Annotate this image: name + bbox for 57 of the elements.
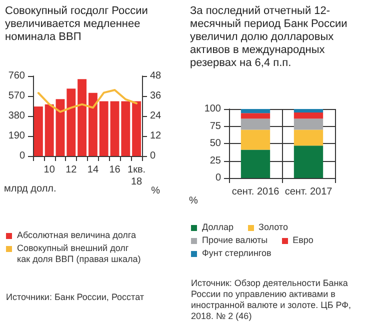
y-tick-label: 100 — [204, 104, 222, 114]
y-tick-label: 0 — [19, 150, 26, 162]
chart-title: За последний отчетный 12-месячный период Банк России увеличил долю долларовых активов в международных резервах на 6,4 п.п. — [190, 5, 348, 70]
legend-label: Золото — [258, 222, 288, 233]
bar — [88, 92, 98, 156]
chart-title: Совокупный госдолг России увеличивается медленнее номинала ВВП — [5, 5, 149, 44]
x-tick-label: 14 — [87, 164, 99, 176]
bar — [240, 113, 270, 119]
legend-label: Доллар — [202, 222, 234, 233]
legend-label: Прочие валюты — [202, 235, 268, 246]
bar — [121, 101, 130, 156]
y-tick-label: 50 — [210, 138, 222, 149]
text: Источники: Банк России, Росстат — [6, 292, 146, 303]
bar — [110, 101, 120, 156]
legend-label: Совокупный внешний долг как доля ВВП (правая шкала) — [17, 243, 142, 265]
x-tick-label: сент. 2017 — [284, 186, 333, 198]
bar — [44, 104, 54, 156]
bar — [56, 99, 65, 156]
bar — [240, 109, 270, 114]
y2-tick-label: 36 — [150, 90, 162, 102]
bar — [294, 109, 324, 112]
y-tick-label: 190 — [8, 130, 26, 142]
y2-tick-label: 12 — [150, 130, 162, 142]
y2-tick-label: 48 — [150, 70, 162, 82]
y-tick-label: 380 — [8, 110, 26, 122]
y-axis-title: млрд долл. — [4, 184, 56, 194]
bar — [34, 106, 43, 156]
text: Источник: Обзор деятельности Банка России по управлению активами в иностранной валюте и золоте. ЦБ РФ, 2018. № 2 (46) — [191, 278, 352, 322]
bar — [66, 88, 76, 156]
x-tick-label: 12 — [66, 164, 78, 176]
y2-axis-title: % — [151, 186, 160, 196]
bar — [240, 118, 270, 130]
bar — [99, 101, 108, 156]
x-tick-label: 1кв. 18 — [128, 164, 146, 188]
bar — [240, 130, 270, 150]
y-tick-label: 570 — [8, 90, 26, 102]
bar — [132, 101, 142, 156]
legend-label: Фунт стерлингов — [202, 248, 272, 259]
y2-tick-label: 0 — [150, 150, 156, 162]
bar — [294, 112, 324, 119]
y2-tick-label: 24 — [150, 110, 162, 122]
bar — [294, 146, 324, 178]
x-tick-label: 16 — [109, 164, 121, 176]
bar — [294, 130, 324, 146]
x-tick-label: сент. 2016 — [232, 186, 280, 198]
x-tick-label: 10 — [44, 164, 56, 176]
bar — [78, 79, 87, 156]
y-tick-label: 25 — [210, 155, 222, 166]
y-tick-label: 75 — [210, 120, 222, 132]
line-series — [37, 89, 138, 113]
bar — [240, 150, 270, 178]
legend-label: Абсолютная величина долга — [17, 230, 136, 241]
bar — [294, 118, 324, 130]
y-axis-title: % — [189, 196, 198, 206]
y-tick-label: 760 — [8, 70, 26, 82]
y-tick-label: 0 — [215, 172, 222, 184]
legend-label: Евро — [292, 235, 314, 246]
